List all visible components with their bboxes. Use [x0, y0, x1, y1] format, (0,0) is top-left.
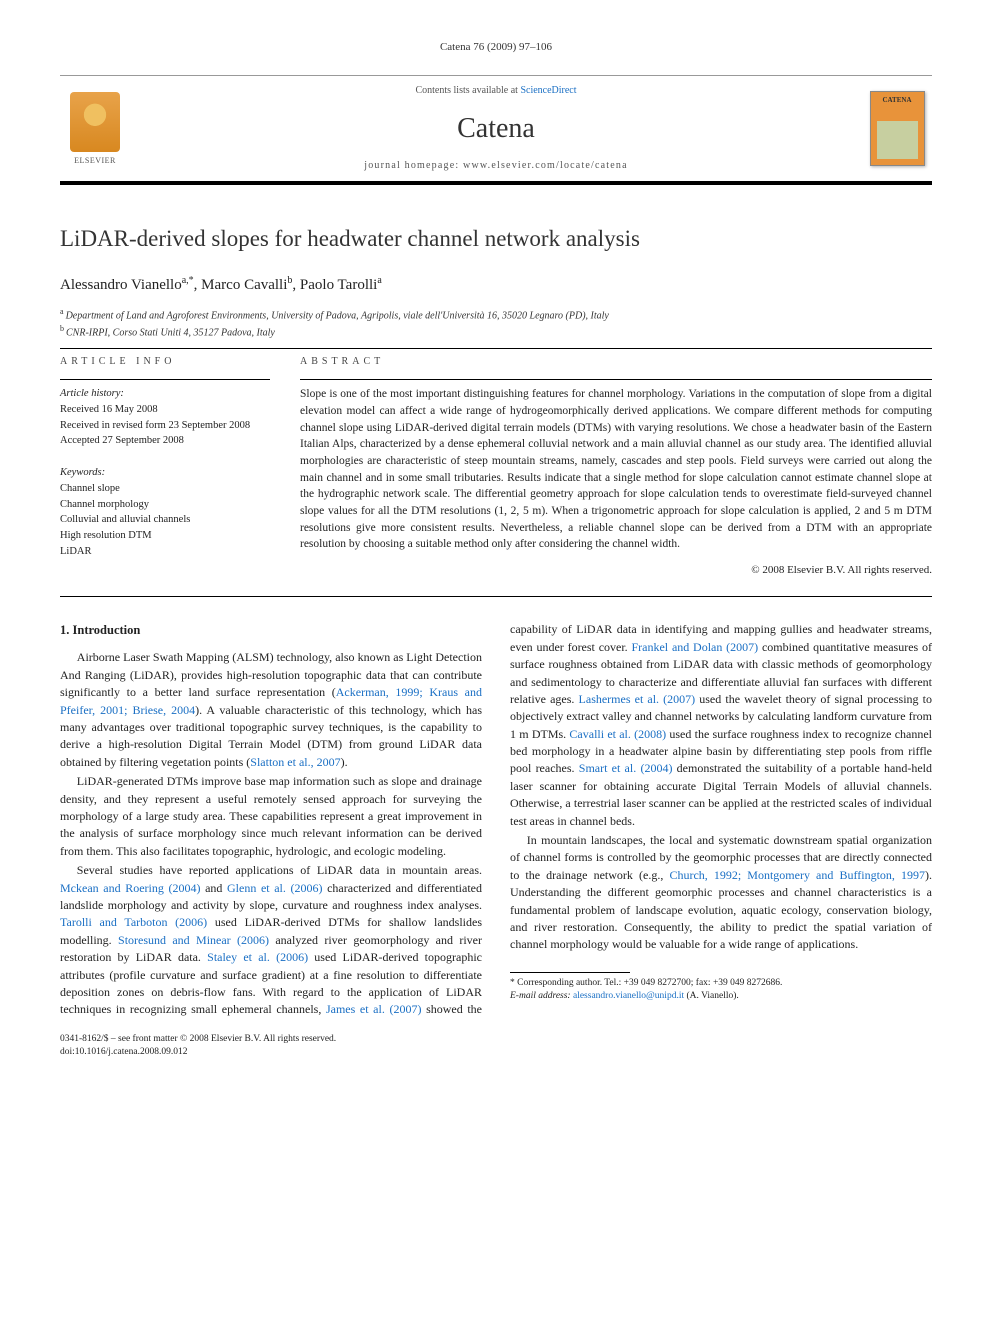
- email-label: E-mail address:: [510, 991, 571, 1001]
- ref-storesund[interactable]: Storesund and Minear (2006): [118, 933, 269, 947]
- section-divider: [60, 596, 932, 597]
- header-citation: Catena 76 (2009) 97–106: [60, 40, 932, 55]
- keyword-1: Channel slope: [60, 481, 270, 497]
- corresponding-author-footnote: * Corresponding author. Tel.: +39 049 82…: [510, 977, 932, 1004]
- footnote-rule: [510, 972, 630, 973]
- keyword-2: Channel morphology: [60, 497, 270, 513]
- ref-tarolli[interactable]: Tarolli and Tarboton (2006): [60, 915, 207, 929]
- abstract-rule: [300, 379, 932, 380]
- article-info-heading: article info: [60, 355, 270, 369]
- footer-block: 0341-8162/$ – see front matter © 2008 El…: [60, 1033, 932, 1060]
- ref-frankel[interactable]: Frankel and Dolan (2007): [631, 640, 758, 654]
- divider-rule: [60, 348, 932, 349]
- contents-available-line: Contents lists available at ScienceDirec…: [415, 84, 576, 98]
- journal-name: Catena: [457, 109, 535, 148]
- ref-staley[interactable]: Staley et al. (2006): [207, 950, 308, 964]
- author-1: Alessandro Vianello: [60, 277, 182, 293]
- p3a: Several studies have reported applicatio…: [77, 863, 482, 877]
- keyword-4: High resolution DTM: [60, 528, 270, 544]
- section-1-heading: 1. Introduction: [60, 621, 482, 639]
- ref-slatton[interactable]: Slatton et al., 2007: [250, 755, 340, 769]
- keyword-3: Colluvial and alluvial channels: [60, 512, 270, 528]
- ref-james[interactable]: James et al. (2007): [326, 1002, 422, 1016]
- elsevier-logo: ELSEVIER: [60, 76, 130, 181]
- author-list: Alessandro Vianelloa,*, Marco Cavallib, …: [60, 274, 932, 296]
- author-2: , Marco Cavalli: [194, 277, 288, 293]
- article-history-block: Article history: Received 16 May 2008 Re…: [60, 386, 270, 449]
- corr-tel-fax: * Corresponding author. Tel.: +39 049 82…: [510, 977, 932, 990]
- journal-cover-thumb: [862, 76, 932, 181]
- contents-prefix: Contents lists available at: [415, 85, 520, 96]
- affiliations: aDepartment of Land and Agroforest Envir…: [60, 306, 932, 341]
- affiliation-a-text: Department of Land and Agroforest Enviro…: [66, 310, 609, 321]
- banner-center: Contents lists available at ScienceDirec…: [130, 76, 862, 181]
- history-label: Article history:: [60, 386, 270, 402]
- revised-date: Received in revised form 23 September 20…: [60, 418, 270, 434]
- homepage-line: journal homepage: www.elsevier.com/locat…: [364, 159, 628, 173]
- article-title: LiDAR-derived slopes for headwater chann…: [60, 223, 932, 255]
- abstract-heading: abstract: [300, 355, 932, 369]
- affiliation-a: aDepartment of Land and Agroforest Envir…: [60, 306, 932, 323]
- ref-church[interactable]: Church, 1992; Montgomery and Buffington,…: [669, 868, 925, 882]
- body-two-column: 1. Introduction Airborne Laser Swath Map…: [60, 621, 932, 1018]
- ref-glenn[interactable]: Glenn et al. (2006): [227, 881, 322, 895]
- received-date: Received 16 May 2008: [60, 402, 270, 418]
- footer-doi: doi:10.1016/j.catena.2008.09.012: [60, 1046, 932, 1059]
- intro-para-4: In mountain landscapes, the local and sy…: [510, 832, 932, 954]
- p1c: ).: [341, 755, 348, 769]
- ref-mckean[interactable]: Mckean and Roering (2004): [60, 881, 200, 895]
- homepage-url[interactable]: www.elsevier.com/locate/catena: [463, 160, 628, 171]
- elsevier-label: ELSEVIER: [74, 155, 116, 166]
- article-info-column: article info Article history: Received 1…: [60, 355, 270, 578]
- info-rule: [60, 379, 270, 380]
- info-abstract-row: article info Article history: Received 1…: [60, 355, 932, 578]
- homepage-prefix: journal homepage:: [364, 160, 463, 171]
- ref-smart[interactable]: Smart et al. (2004): [579, 761, 673, 775]
- ref-lashermes[interactable]: Lashermes et al. (2007): [579, 692, 696, 706]
- keyword-5: LiDAR: [60, 544, 270, 560]
- keywords-block: Keywords: Channel slope Channel morpholo…: [60, 465, 270, 560]
- email-link[interactable]: alessandro.vianello@unipd.it: [573, 991, 684, 1001]
- footer-front-matter: 0341-8162/$ – see front matter © 2008 El…: [60, 1033, 932, 1046]
- abstract-copyright: © 2008 Elsevier B.V. All rights reserved…: [300, 563, 932, 578]
- intro-para-2: LiDAR-generated DTMs improve base map in…: [60, 773, 482, 860]
- sciencedirect-link[interactable]: ScienceDirect: [520, 85, 576, 96]
- abstract-text: Slope is one of the most important disti…: [300, 386, 932, 553]
- accepted-date: Accepted 27 September 2008: [60, 433, 270, 449]
- author-3-affil: a: [377, 275, 381, 286]
- corr-email-line: E-mail address: alessandro.vianello@unip…: [510, 990, 932, 1003]
- author-1-affil: a,: [182, 275, 189, 286]
- affiliation-b: bCNR-IRPI, Corso Stati Uniti 4, 35127 Pa…: [60, 323, 932, 340]
- cover-image: [870, 91, 925, 166]
- abstract-column: abstract Slope is one of the most import…: [300, 355, 932, 578]
- affiliation-b-text: CNR-IRPI, Corso Stati Uniti 4, 35127 Pad…: [66, 327, 275, 338]
- intro-para-1: Airborne Laser Swath Mapping (ALSM) tech…: [60, 649, 482, 771]
- author-3: , Paolo Tarolli: [292, 277, 377, 293]
- ref-cavalli[interactable]: Cavalli et al. (2008): [569, 727, 666, 741]
- elsevier-tree-icon: [70, 92, 120, 152]
- email-owner: (A. Vianello).: [686, 991, 738, 1001]
- journal-banner: ELSEVIER Contents lists available at Sci…: [60, 75, 932, 185]
- keywords-label: Keywords:: [60, 465, 270, 481]
- p3b: and: [200, 881, 227, 895]
